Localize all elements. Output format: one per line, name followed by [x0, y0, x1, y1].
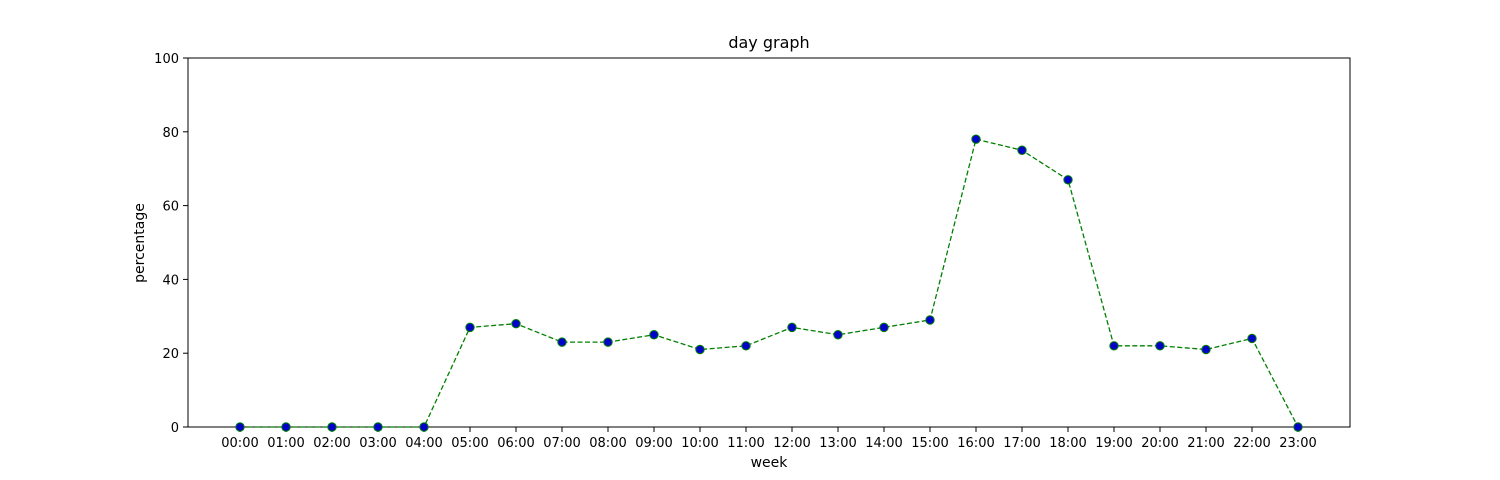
- x-tick-label: 01:00: [267, 436, 304, 451]
- data-point: [1109, 341, 1119, 351]
- x-axis-label: week: [751, 455, 789, 471]
- data-point: [695, 344, 705, 355]
- series-line: [240, 138, 1299, 428]
- chart-title: day graph: [728, 33, 809, 52]
- data-point: [787, 322, 797, 333]
- data-point: [1247, 333, 1257, 344]
- x-tick-label: 09:00: [635, 436, 672, 451]
- data-point: [511, 318, 521, 329]
- x-tick-label: 11:00: [727, 436, 764, 451]
- data-point: [373, 422, 383, 432]
- x-tick-label: 18:00: [1049, 436, 1086, 451]
- x-tick-label: 08:00: [589, 436, 626, 451]
- x-tick-label: 20:00: [1141, 436, 1178, 451]
- data-point: [741, 341, 751, 351]
- data-point: [1063, 175, 1073, 185]
- y-tick-label: 100: [154, 52, 179, 67]
- data-point: [879, 322, 889, 333]
- series-layer: [235, 134, 1303, 432]
- y-axis: 0 20 40 60 80 100: [154, 52, 188, 436]
- data-point: [1293, 422, 1303, 432]
- x-tick-label: 23:00: [1279, 436, 1316, 451]
- data-point: [557, 337, 567, 347]
- y-tick-label: 20: [162, 347, 179, 362]
- x-tick-label: 00:00: [221, 436, 258, 451]
- x-tick-label: 05:00: [451, 436, 488, 451]
- x-tick-label: 15:00: [911, 436, 948, 451]
- y-tick-label: 80: [162, 126, 179, 141]
- data-point: [419, 422, 429, 432]
- y-axis-label: percentage: [132, 203, 148, 283]
- data-point: [1017, 145, 1027, 155]
- x-tick-label: 02:00: [313, 436, 350, 451]
- x-tick-label: 06:00: [497, 436, 534, 451]
- y-tick-label: 60: [162, 200, 179, 215]
- data-point: [649, 330, 659, 340]
- data-point: [465, 322, 475, 333]
- plot-area: [187, 57, 1351, 428]
- x-tick-label: 07:00: [543, 436, 580, 451]
- y-tick-label: 40: [162, 273, 179, 288]
- x-tick-label: 17:00: [1003, 436, 1040, 451]
- data-point: [281, 422, 291, 432]
- data-point: [925, 315, 935, 325]
- x-tick-label: 04:00: [405, 436, 442, 451]
- data-point: [1201, 344, 1211, 355]
- x-axis: 00:00 01:00 02:00 03:00 04:00 05:00 06:00 07:00…: [221, 427, 1317, 451]
- x-tick-label: 19:00: [1095, 436, 1132, 451]
- x-tick-label: 14:00: [865, 436, 902, 451]
- x-tick-label: 10:00: [681, 436, 718, 451]
- x-tick-label: 03:00: [359, 436, 396, 451]
- data-point: [1155, 341, 1165, 351]
- data-point: [971, 134, 981, 144]
- x-tick-label: 12:00: [773, 436, 810, 451]
- x-tick-label: 13:00: [819, 436, 856, 451]
- data-point: [235, 422, 245, 432]
- x-tick-label: 22:00: [1233, 436, 1270, 451]
- data-point: [327, 422, 337, 432]
- x-tick-label: 16:00: [957, 436, 994, 451]
- data-point: [833, 330, 843, 340]
- x-tick-label: 21:00: [1187, 436, 1224, 451]
- y-tick-label: 0: [171, 421, 179, 436]
- data-point: [603, 337, 613, 347]
